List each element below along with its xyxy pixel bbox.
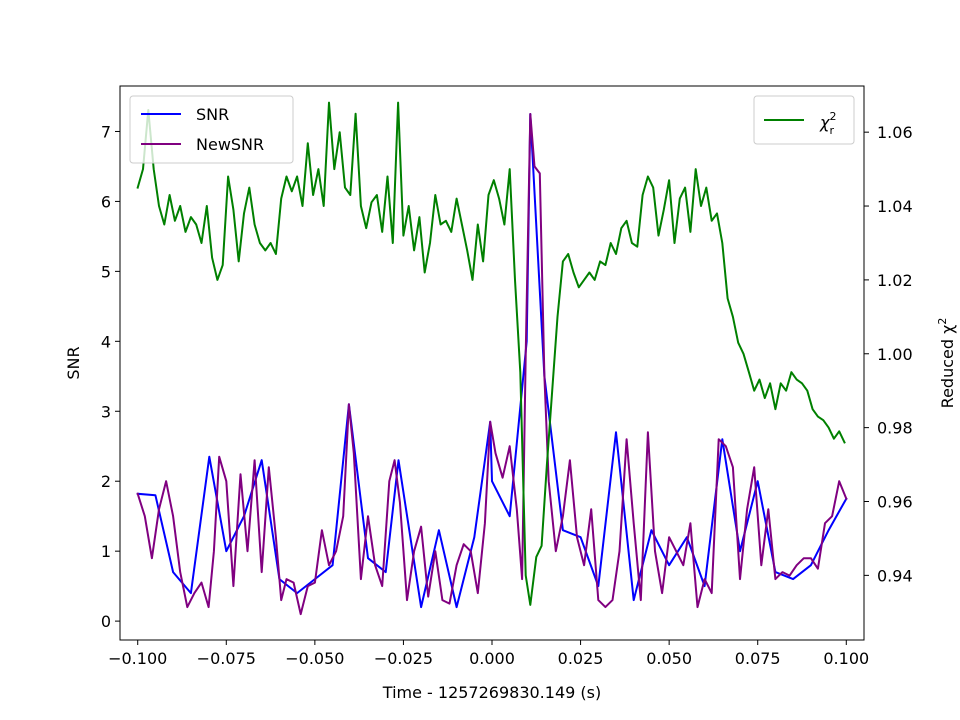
x-axis-label: Time - 1257269830.149 (s)	[382, 683, 601, 702]
right-y-tick-label: 0.94	[877, 566, 913, 585]
series-line-snr	[136, 113, 848, 609]
legend-chi2-label-text: χ	[819, 113, 830, 132]
right-y-axis-label-text: Reduced χ	[938, 325, 957, 409]
right-y-tick-label: 1.02	[877, 271, 913, 290]
left-y-tick-label: 4	[101, 332, 111, 351]
x-tick-label: −0.100	[108, 649, 167, 668]
legend-newsnr-label: NewSNR	[196, 135, 264, 154]
left-y-tick-label: 0	[101, 612, 111, 631]
left-y-tick-label: 6	[101, 192, 111, 211]
left-y-tick-label: 5	[101, 262, 111, 281]
x-axis: −0.100 −0.075 −0.050 −0.025 0.000 0.025 0.050 0…	[108, 640, 869, 668]
right-y-axis: 0.94 0.96 0.98 1.00 1.02 1.04 1.06	[864, 123, 913, 585]
right-y-tick-label: 1.06	[877, 123, 913, 142]
x-tick-label: 0.075	[735, 649, 781, 668]
right-y-tick-label: 1.04	[877, 197, 913, 216]
right-y-axis-label-sup: 2	[936, 318, 949, 325]
x-tick-label: 0.000	[469, 649, 515, 668]
left-y-tick-label: 7	[101, 122, 111, 141]
right-y-tick-label: 1.00	[877, 345, 913, 364]
plot-lines	[136, 101, 848, 616]
x-tick-label: 0.100	[823, 649, 869, 668]
legend-left-box	[129, 95, 294, 164]
legend-chi2-label-sub: r	[829, 124, 834, 137]
legend-left: SNR NewSNR	[129, 95, 294, 164]
legend-chi2-label: χ2 r	[819, 110, 836, 137]
x-tick-label: −0.075	[197, 649, 256, 668]
legend-chi2-label-sup: 2	[829, 110, 836, 123]
x-tick-label: −0.025	[374, 649, 433, 668]
left-y-axis: 0 1 2 3 4 5 6 7	[101, 122, 120, 631]
left-y-axis-label: SNR	[64, 346, 83, 379]
legend-right: χ2 r	[753, 95, 855, 145]
right-y-axis-label: Reduced χ2	[936, 318, 957, 409]
left-y-tick-label: 3	[101, 402, 111, 421]
left-y-tick-label: 1	[101, 542, 111, 561]
right-y-tick-label: 0.98	[877, 419, 913, 438]
right-y-tick-label: 0.96	[877, 493, 913, 512]
x-tick-label: −0.050	[285, 649, 344, 668]
legend-snr-label: SNR	[196, 105, 229, 124]
left-y-tick-label: 2	[101, 472, 111, 491]
x-tick-label: 0.025	[558, 649, 604, 668]
series-line--r-	[136, 101, 846, 606]
series-line-newsnr	[136, 113, 848, 616]
x-tick-label: 0.050	[646, 649, 692, 668]
